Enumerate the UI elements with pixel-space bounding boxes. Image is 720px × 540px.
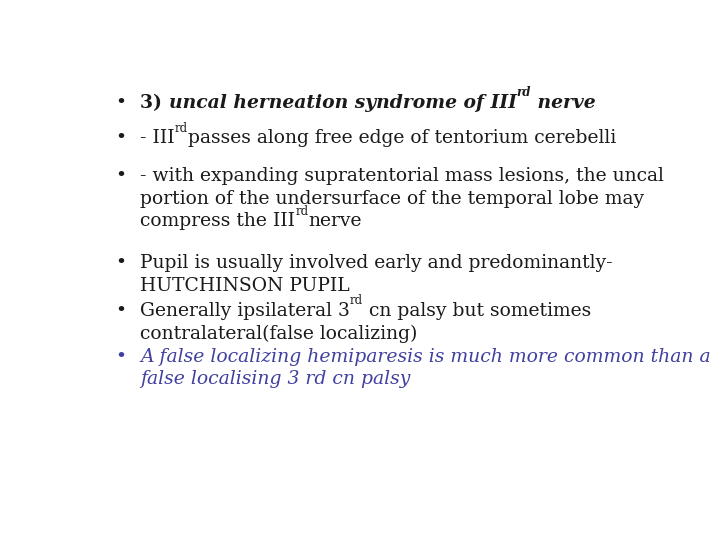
Text: cn palsy but sometimes: cn palsy but sometimes: [363, 302, 591, 320]
Text: passes along free edge of tentorium cerebelli: passes along free edge of tentorium cere…: [188, 129, 616, 147]
Text: •: •: [115, 94, 126, 112]
Text: •: •: [115, 129, 126, 147]
Text: - III: - III: [140, 129, 175, 147]
Text: false localising 3 rd cn palsy: false localising 3 rd cn palsy: [140, 370, 410, 388]
Text: Pupil is usually involved early and predominantly-: Pupil is usually involved early and pred…: [140, 254, 613, 272]
Text: HUTCHINSON PUPIL: HUTCHINSON PUPIL: [140, 277, 350, 295]
Text: •: •: [115, 348, 126, 366]
Text: nerve: nerve: [308, 212, 362, 231]
Text: rd: rd: [175, 122, 188, 135]
Text: •: •: [115, 302, 126, 320]
Text: - with expanding supratentorial mass lesions, the uncal: - with expanding supratentorial mass les…: [140, 167, 664, 185]
Text: rd: rd: [350, 294, 363, 307]
Text: rd: rd: [295, 205, 308, 218]
Text: compress the III: compress the III: [140, 212, 295, 231]
Text: A false localizing hemiparesis is much more common than a: A false localizing hemiparesis is much m…: [140, 348, 711, 366]
Text: •: •: [115, 254, 126, 272]
Text: portion of the undersurface of the temporal lobe may: portion of the undersurface of the tempo…: [140, 190, 644, 207]
Text: •: •: [115, 167, 126, 185]
Text: rd: rd: [516, 86, 531, 99]
Text: nerve: nerve: [531, 94, 595, 112]
Text: contralateral(false localizing): contralateral(false localizing): [140, 325, 418, 343]
Text: Generally ipsilateral 3: Generally ipsilateral 3: [140, 302, 350, 320]
Text: 3): 3): [140, 94, 168, 112]
Text: uncal herneation syndrome of III: uncal herneation syndrome of III: [168, 94, 516, 112]
